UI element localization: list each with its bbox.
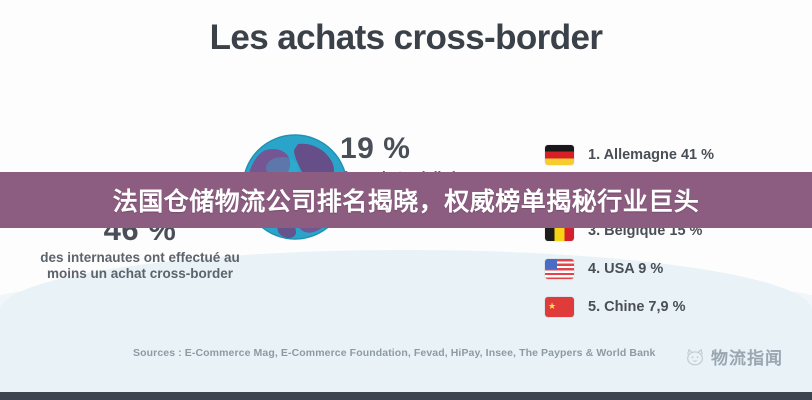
germany-flag-icon — [545, 145, 574, 165]
usa-flag-icon — [545, 259, 574, 279]
stat-value-19: 19 % — [340, 132, 411, 165]
watermark-text: 物流指闻 — [711, 349, 783, 369]
headline-overlay-text: 法国仓储物流公司排名揭晓，权威榜单揭秘行业巨头 — [112, 187, 700, 216]
background-curve-primary — [0, 250, 812, 400]
ranking-row-1: 1. Allemagne 41 % — [545, 136, 795, 174]
watermark: 物流指闻 — [684, 344, 783, 369]
china-flag-icon — [545, 297, 574, 317]
cat-face-icon — [687, 348, 703, 365]
ranking-row-5: 5. Chine 7,9 % — [545, 288, 795, 326]
footer-bar — [0, 392, 812, 400]
ranking-label-4: 4. USA 9 % — [588, 261, 664, 277]
sources-note: Sources : E-Commerce Mag, E-Commerce Fou… — [133, 347, 656, 359]
ranking-row-4: 4. USA 9 % — [545, 250, 795, 288]
country-ranking-list: 1. Allemagne 41 % 3. Belgique 15 % 4. US… — [545, 136, 795, 326]
page-title: Les achats cross-border — [209, 18, 603, 57]
stat-description-46: des internautes ont effectué au moins un… — [40, 250, 240, 281]
headline-overlay-band — [0, 172, 812, 228]
ranking-label-5: 5. Chine 7,9 % — [588, 299, 686, 315]
ranking-label-1: 1. Allemagne 41 % — [588, 147, 714, 163]
